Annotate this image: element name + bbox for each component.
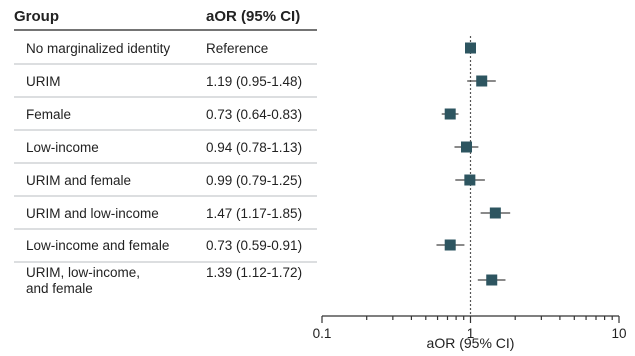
group-label: URIM, low-income, <box>26 265 140 280</box>
x-tick-label: 0.1 <box>313 326 332 341</box>
x-tick-label: 10 <box>611 326 626 341</box>
point-estimate <box>464 174 476 186</box>
group-label: Female <box>26 107 71 122</box>
point-estimate <box>465 42 476 54</box>
aor-value: Reference <box>206 41 268 56</box>
aor-value: 0.94 (0.78-1.13) <box>206 140 302 155</box>
point-estimate <box>476 75 488 87</box>
group-label: URIM <box>26 74 61 89</box>
aor-value: 0.73 (0.64-0.83) <box>206 107 302 122</box>
point-estimate <box>486 274 498 286</box>
group-column-header: Group <box>14 8 59 25</box>
aor-value: 1.39 (1.12-1.72) <box>206 265 302 280</box>
point-estimate <box>489 207 501 219</box>
aor-column-header: aOR (95% CI) <box>206 8 300 25</box>
aor-value: 1.47 (1.17-1.85) <box>206 206 302 221</box>
table-rows: No marginalized identity Reference URIM 1.1… <box>14 41 317 296</box>
plot-area: 0.1 1 10 aOR (95% CI) <box>313 36 627 351</box>
x-axis-title: aOR (95% CI) <box>427 335 515 351</box>
group-label: Low-income <box>26 140 99 155</box>
group-label: No marginalized identity <box>26 41 170 56</box>
group-label: URIM and low-income <box>26 206 159 221</box>
point-estimate <box>444 239 456 251</box>
x-tick-label: 1 <box>467 326 475 341</box>
aor-value: 0.99 (0.79-1.25) <box>206 173 302 188</box>
point-estimate <box>461 141 473 153</box>
aor-value: 0.73 (0.59-0.91) <box>206 238 302 253</box>
group-label: and female <box>26 281 93 296</box>
group-label: Low-income and female <box>26 238 169 253</box>
aor-value: 1.19 (0.95-1.48) <box>206 74 302 89</box>
point-estimate <box>444 108 456 120</box>
group-label: URIM and female <box>26 173 131 188</box>
